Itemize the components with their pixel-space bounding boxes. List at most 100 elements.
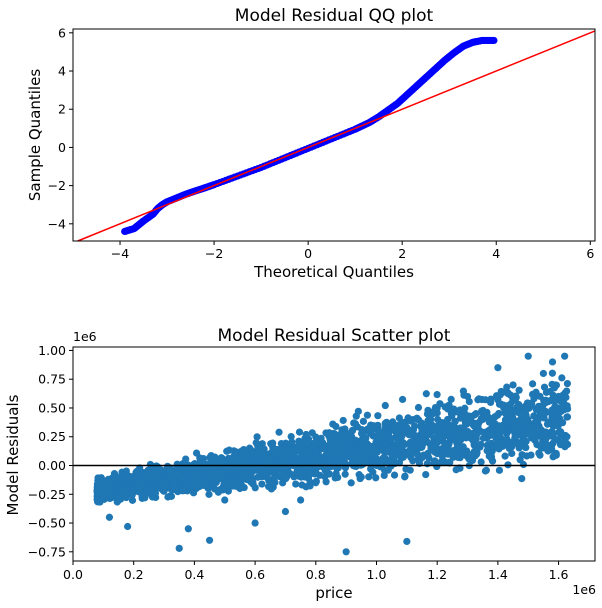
residual-cloud-point xyxy=(341,470,349,478)
residual-cloud-point xyxy=(255,443,263,451)
residual-cloud-point xyxy=(221,469,229,477)
residual-cloud-point xyxy=(151,468,159,476)
residual-cloud-point xyxy=(271,478,279,487)
residual-cloud-point xyxy=(325,470,333,478)
residual-cloud-point xyxy=(475,395,483,403)
residual-cloud-point xyxy=(472,435,480,443)
residual-cloud-point xyxy=(306,448,314,456)
residual-cloud-point xyxy=(541,435,550,444)
residual-cloud-point xyxy=(554,422,562,430)
residual-point xyxy=(357,473,365,481)
residual-cloud-point xyxy=(401,472,409,480)
residual-cloud-point xyxy=(387,435,395,444)
residual-cloud-point xyxy=(208,469,216,477)
residual-title: Model Residual Scatter plot xyxy=(218,326,451,346)
residual-point xyxy=(205,536,214,544)
residual-cloud-point xyxy=(398,432,406,440)
residual-cloud-point xyxy=(302,430,310,439)
qq-point xyxy=(440,56,449,65)
residual-cloud-point xyxy=(542,388,551,396)
residual-cloud-point xyxy=(219,486,227,494)
residual-point xyxy=(539,369,548,378)
residual-cloud-point xyxy=(501,408,509,416)
residual-cloud-point xyxy=(497,387,505,396)
residual-cloud-point xyxy=(336,447,344,455)
residual-cloud-point xyxy=(444,425,452,433)
residual-cloud-point xyxy=(375,445,383,453)
residual-y-tick-label: 1.00 xyxy=(38,343,66,358)
residual-cloud-point xyxy=(287,432,295,441)
residual-cloud-point xyxy=(143,485,151,493)
residual-cloud-point xyxy=(296,469,304,477)
residual-cloud-point xyxy=(338,458,346,466)
residual-cloud-point xyxy=(324,431,333,439)
qq-point xyxy=(139,217,148,225)
residual-cloud-point xyxy=(409,457,417,465)
residual-cloud-point xyxy=(321,452,330,460)
residual-point xyxy=(494,364,502,372)
residual-cloud-point xyxy=(350,459,358,467)
residual-cloud-point xyxy=(96,486,105,494)
residual-cloud-point xyxy=(369,468,377,476)
residual-cloud-point xyxy=(504,390,512,398)
residual-cloud-point xyxy=(218,460,226,469)
qq-point xyxy=(403,91,411,99)
residual-point xyxy=(136,484,144,493)
residual-cloud-point xyxy=(501,452,509,460)
residual-cloud-point xyxy=(295,428,304,436)
qq-x-tick-label: 4 xyxy=(492,246,500,261)
residual-cloud-point xyxy=(306,470,314,479)
residual-cloud-point xyxy=(381,401,389,410)
residual-cloud-point xyxy=(452,466,460,474)
residual-cloud-point xyxy=(374,412,382,420)
residual-cloud-point xyxy=(446,433,454,441)
residual-cloud-point xyxy=(515,386,523,394)
residual-cloud-point xyxy=(201,482,209,490)
residual-cloud-point xyxy=(562,393,570,402)
residual-cloud-point xyxy=(436,433,445,441)
residual-cloud-point xyxy=(402,465,410,473)
residual-cloud-point xyxy=(509,396,517,405)
residual-cloud-point xyxy=(283,445,292,453)
residual-cloud-point xyxy=(498,427,506,435)
residual-point xyxy=(312,479,320,487)
residual-cloud-point xyxy=(555,414,564,422)
residual-point xyxy=(221,496,229,504)
residual-y-tick-label: 0.00 xyxy=(38,458,66,473)
residual-cloud-point xyxy=(275,428,283,436)
residual-cloud-point xyxy=(332,422,340,431)
residual-cloud-point xyxy=(258,480,266,488)
residual-point xyxy=(403,537,411,546)
residual-cloud-point xyxy=(363,411,372,419)
residual-cloud-point xyxy=(446,458,454,466)
residual-cloud-point xyxy=(224,487,232,495)
residual-cloud-point xyxy=(354,407,362,415)
residual-cloud-point xyxy=(341,425,349,433)
residual-point xyxy=(433,404,441,412)
residual-cloud-point xyxy=(365,450,373,458)
residual-cloud-point xyxy=(306,478,314,486)
residual-point xyxy=(561,352,569,360)
qq-x-tick-label: 2 xyxy=(398,246,406,261)
residual-point xyxy=(236,484,244,493)
residual-cloud-point xyxy=(314,457,322,465)
residual-cloud-point xyxy=(407,417,415,425)
residual-cloud-point xyxy=(401,440,409,448)
residual-cloud-point xyxy=(386,456,394,464)
residual-cloud-point xyxy=(128,476,136,484)
residual-cloud-point xyxy=(121,493,129,501)
qq-point xyxy=(490,36,498,45)
residual-cloud-point xyxy=(298,481,306,489)
residual-cloud-point xyxy=(539,410,547,419)
qq-ticks: −4 −2 0 2 4 6 −4 −2 0 2 4 6 xyxy=(48,25,595,261)
residual-cloud-point xyxy=(472,444,481,452)
qq-point xyxy=(478,36,486,45)
residual-cloud-point xyxy=(434,426,442,434)
residual-cloud-point xyxy=(548,369,556,377)
residual-y-tick-label: 0.25 xyxy=(38,429,66,444)
residual-cloud-point xyxy=(270,466,278,474)
residual-cloud-point xyxy=(164,493,172,501)
residual-cloud-point xyxy=(541,399,549,407)
residual-cloud-point xyxy=(503,435,511,443)
